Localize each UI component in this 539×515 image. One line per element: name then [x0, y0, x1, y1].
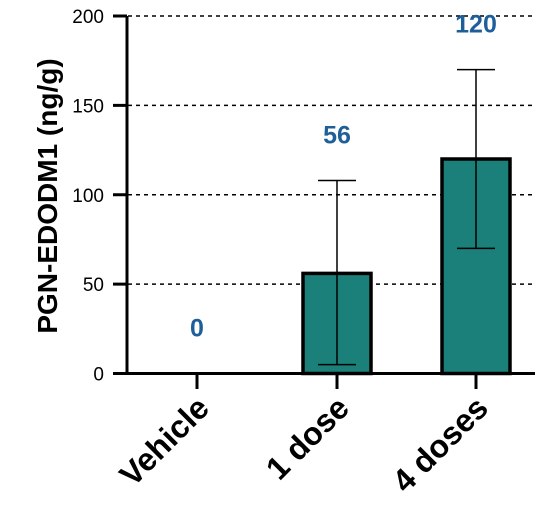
y-axis-label: PGN-EDODM1 (ng/g): [32, 58, 63, 333]
data-labels: 0 56 120: [190, 11, 497, 343]
y-tick-label-200: 200: [72, 7, 104, 28]
data-label-vehicle: 0: [190, 315, 204, 343]
error-bar-4-doses: [457, 68, 495, 250]
bars: [301, 157, 512, 376]
x-ticks: Vehicle 1 dose 4 doses: [113, 373, 495, 499]
error-bars: [318, 68, 495, 366]
x-tick-label-4-doses: 4 doses: [385, 389, 495, 499]
y-tick-label-50: 50: [83, 275, 104, 296]
y-tick-label-100: 100: [72, 186, 104, 207]
y-tick-label-0: 0: [93, 365, 104, 386]
x-tick-label-vehicle: Vehicle: [113, 389, 216, 492]
data-label-1-dose: 56: [323, 121, 351, 149]
data-label-4-doses: 120: [455, 11, 497, 39]
x-tick-label-1-dose: 1 dose: [259, 389, 356, 486]
y-ticks: 0 50 100 150 200: [72, 7, 127, 386]
y-tick-label-150: 150: [72, 96, 104, 117]
error-bar-1-dose: [318, 179, 356, 366]
